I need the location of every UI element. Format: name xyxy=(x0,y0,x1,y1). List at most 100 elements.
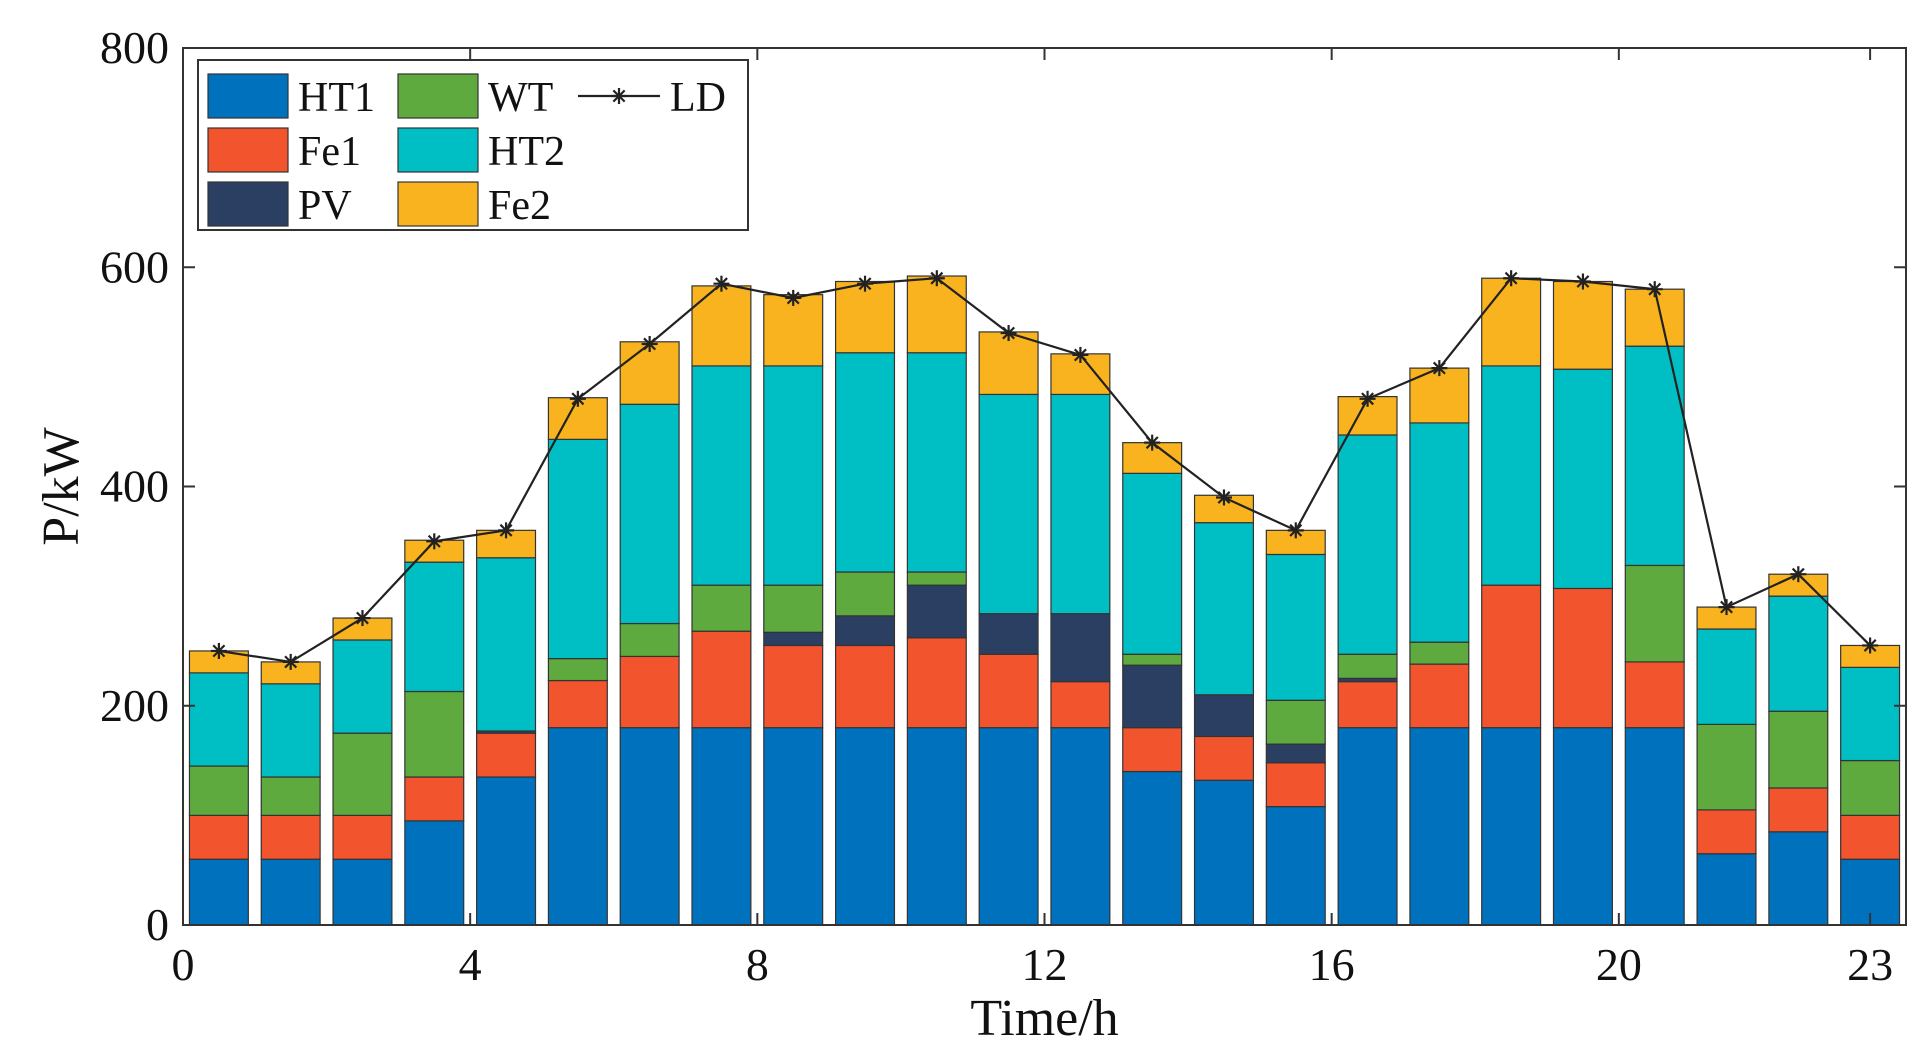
bar-segment-fe2-h7 xyxy=(691,285,752,367)
legend-item-ht2: HT2 xyxy=(397,127,565,175)
bar-segment-fe1-h1 xyxy=(260,814,321,860)
legend: HT1 WT LD Fe1 HT2 PV Fe2 xyxy=(197,59,749,231)
legend-label: Fe1 xyxy=(298,129,361,175)
ld-marker-h3 xyxy=(426,533,443,550)
bar-segment-ht2-h14 xyxy=(1193,522,1255,696)
bar-segment-wt-h5 xyxy=(547,658,608,682)
bar-segment-ht1-h5 xyxy=(547,727,608,926)
ld-marker-h19 xyxy=(1574,273,1591,290)
bar-segment-ht1-h6 xyxy=(619,727,680,926)
bar-segment-fe1-h10 xyxy=(906,637,967,729)
bar-segment-fe1-h17 xyxy=(1409,663,1470,729)
ld-marker-h11 xyxy=(1000,325,1017,342)
bar-segment-ht1-h16 xyxy=(1337,727,1398,926)
bar-segment-pv-h8 xyxy=(763,631,824,647)
legend-label: WT xyxy=(488,75,553,121)
bar-segment-pv-h10 xyxy=(906,584,967,639)
bar-segment-ht1-h21 xyxy=(1696,853,1757,926)
bar-segment-ht2-h13 xyxy=(1122,472,1183,655)
legend-label: Fe2 xyxy=(488,183,551,229)
bar-segment-ht2-h15 xyxy=(1265,553,1326,701)
y-axis: 0 200 400 600 800 xyxy=(100,22,1906,950)
bar-segment-wt-h6 xyxy=(619,622,680,658)
bar-stack-hour-0 xyxy=(188,650,249,926)
bar-segment-fe1-h21 xyxy=(1696,809,1757,855)
y-axis-title: P/kW xyxy=(33,427,90,545)
x-axis-title: Time/h xyxy=(970,990,1118,1047)
bar-segment-fe1-h15 xyxy=(1265,762,1326,808)
bar-segment-ht1-h1 xyxy=(260,858,321,926)
ld-marker-h12 xyxy=(1072,346,1089,363)
legend-swatch xyxy=(207,181,289,227)
bar-segment-fe1-h12 xyxy=(1050,681,1111,729)
x-tick-label: 4 xyxy=(459,939,482,990)
bar-segment-wt-h15 xyxy=(1265,699,1326,745)
y-tick-label: 600 xyxy=(100,241,169,292)
bar-stack-hour-7 xyxy=(691,285,752,926)
bar-segment-fe2-h10 xyxy=(906,275,967,354)
bar-segment-fe2-h20 xyxy=(1624,288,1685,347)
bar-stack-hour-22 xyxy=(1768,573,1829,926)
bar-segment-ht1-h12 xyxy=(1050,727,1111,926)
bar-segment-ht2-h3 xyxy=(404,561,465,693)
bar-segment-fe1-h8 xyxy=(763,644,824,729)
bar-segment-fe1-h14 xyxy=(1193,735,1255,781)
bar-segment-ht2-h9 xyxy=(834,352,896,573)
legend-swatch xyxy=(397,181,479,227)
ld-marker-h0 xyxy=(210,642,227,659)
bar-segment-ht1-h13 xyxy=(1122,770,1183,926)
bar-segment-ht2-h4 xyxy=(476,557,537,732)
ld-marker-h9 xyxy=(857,275,874,292)
bar-segment-wt-h13 xyxy=(1122,653,1183,666)
bar-segment-ht2-h7 xyxy=(691,365,752,586)
bar-segment-ht1-h2 xyxy=(332,858,393,926)
ld-marker-h6 xyxy=(641,335,658,352)
bar-segment-fe1-h2 xyxy=(332,814,393,860)
bar-stack-hour-21 xyxy=(1696,606,1757,926)
bar-stack-hour-14 xyxy=(1193,494,1255,926)
bar-segment-fe1-h5 xyxy=(547,679,608,729)
bar-segment-wt-h7 xyxy=(691,584,752,632)
bar-segment-ht2-h10 xyxy=(906,352,967,573)
bar-stack-hour-10 xyxy=(906,275,967,926)
bar-segment-ht2-h5 xyxy=(547,438,608,660)
bar-segment-ht1-h19 xyxy=(1552,727,1613,926)
ld-marker-h4 xyxy=(498,522,515,539)
ld-marker-h15 xyxy=(1287,522,1304,539)
x-axis: 0 4 8 12 16 20 23 xyxy=(172,48,1893,990)
ld-marker-h1 xyxy=(282,653,299,670)
ld-marker-h20 xyxy=(1646,281,1663,298)
bar-segment-wt-h1 xyxy=(260,776,321,816)
bar-segment-ht1-h15 xyxy=(1265,806,1326,926)
bar-segment-ht2-h2 xyxy=(332,639,393,734)
bar-segment-ht2-h18 xyxy=(1481,365,1542,586)
bar-segment-ht2-h22 xyxy=(1768,595,1829,712)
bar-segment-fe2-h8 xyxy=(763,294,824,367)
bar-segment-ht1-h14 xyxy=(1193,779,1255,926)
bar-segment-ht1-h9 xyxy=(834,727,896,926)
bar-segment-fe2-h11 xyxy=(978,331,1039,396)
bar-segment-ht2-h1 xyxy=(260,683,321,778)
bar-segment-fe1-h23 xyxy=(1840,814,1901,860)
bar-segment-ht1-h4 xyxy=(476,776,537,926)
bar-stack-hour-17 xyxy=(1409,367,1470,926)
ld-marker-h22 xyxy=(1790,566,1807,583)
legend-swatch xyxy=(207,127,289,173)
legend-item-fe1: Fe1 xyxy=(207,127,361,175)
bar-stack-hour-20 xyxy=(1624,288,1685,926)
bar-segment-wt-h22 xyxy=(1768,710,1829,789)
bar-stack-hour-5 xyxy=(547,397,608,926)
bar-segment-pv-h12 xyxy=(1050,613,1111,683)
bar-segment-fe2-h19 xyxy=(1552,280,1613,370)
legend-label: HT1 xyxy=(298,75,375,121)
bar-segment-pv-h13 xyxy=(1122,664,1183,729)
bar-segment-fe1-h20 xyxy=(1624,661,1685,729)
y-tick-label: 400 xyxy=(100,461,169,512)
bar-segment-pv-h15 xyxy=(1265,743,1326,764)
legend-swatch xyxy=(397,73,479,119)
bar-segment-ht2-h19 xyxy=(1552,368,1613,590)
ld-marker-h18 xyxy=(1503,270,1520,287)
bar-stack-hour-13 xyxy=(1122,442,1183,926)
bar-segment-fe1-h19 xyxy=(1552,587,1613,729)
ld-marker-h7 xyxy=(713,275,730,292)
